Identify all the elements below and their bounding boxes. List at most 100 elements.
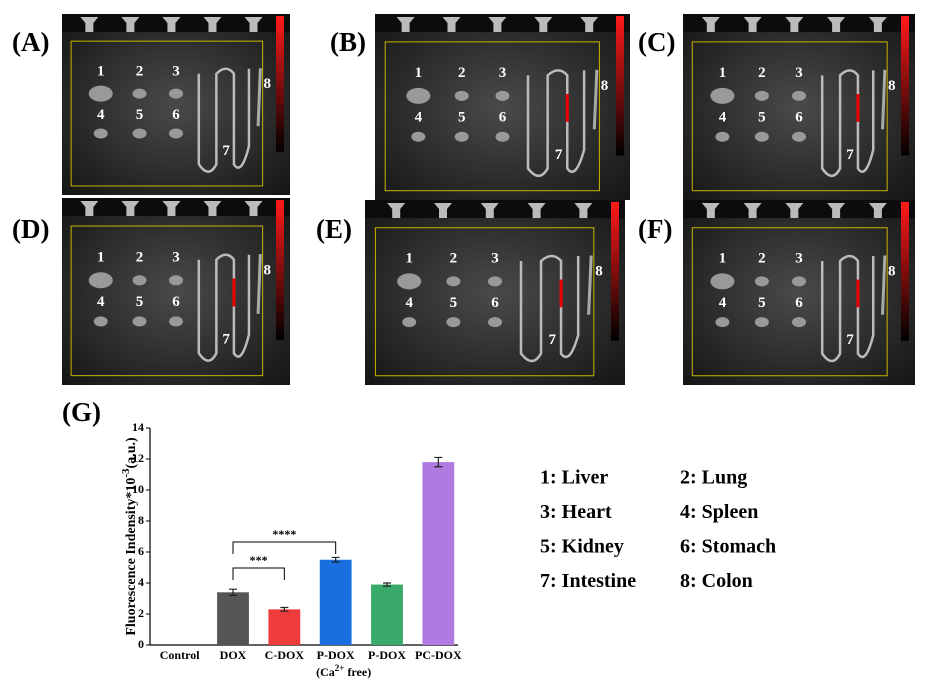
organ [792, 276, 806, 287]
organ [710, 87, 735, 104]
clip-icon [534, 17, 553, 32]
y-axis-label-part: Fluorescence Indensity*10 [124, 478, 139, 636]
clip-icon [162, 201, 181, 216]
organ [754, 90, 769, 101]
organ-number: 2 [450, 251, 458, 267]
panel-label: (E) [316, 214, 352, 244]
y-tick-label: 10 [132, 482, 144, 496]
organ [754, 276, 769, 287]
organ-number: 3 [499, 65, 507, 81]
clip-icon [434, 203, 452, 218]
organ [495, 90, 510, 101]
clip-icon [785, 17, 804, 32]
bar [319, 559, 352, 645]
organ [488, 317, 502, 328]
legend-item: 5: Kidney [540, 536, 624, 558]
clip-icon [868, 203, 887, 218]
color-scale [276, 200, 284, 341]
organ-number: 4 [415, 110, 423, 126]
roi-box [374, 227, 595, 377]
clip-icon [574, 203, 593, 218]
color-scale [901, 16, 909, 156]
intestine [820, 254, 875, 363]
clip-icon [701, 203, 720, 218]
clip-icon [480, 203, 499, 218]
clip-icon [121, 201, 140, 216]
organ-number: 8 [263, 76, 271, 92]
clip-icon [387, 203, 406, 218]
organ [710, 273, 735, 290]
clip-icon [743, 203, 762, 218]
clip-icon [244, 17, 263, 32]
y-axis-label-part: -3 [120, 468, 132, 478]
organ [169, 128, 183, 139]
y-tick-label: 14 [132, 420, 144, 434]
organ-number: 8 [888, 78, 896, 94]
clip-icon [442, 17, 461, 32]
legend-item: 8: Colon [680, 570, 753, 592]
error-bar [280, 606, 289, 612]
organ-number: 1 [97, 63, 105, 79]
clip-icon [162, 17, 181, 32]
legend-item: 2: Lung [680, 467, 747, 489]
organ-number: 8 [263, 262, 271, 278]
image-panel: 1 2 3 4 5 6 7 8 [62, 198, 290, 385]
organ-number: 4 [97, 294, 105, 310]
clip-strip [62, 198, 290, 216]
organ-number: 1 [719, 251, 727, 267]
organ [446, 276, 461, 287]
color-scale [616, 16, 624, 156]
clip-icon [396, 17, 415, 32]
color-scale [276, 16, 284, 152]
organ-number: 3 [795, 65, 803, 81]
organ [402, 317, 417, 328]
y-tick-label: 4 [138, 575, 144, 589]
roi-box [691, 41, 888, 192]
image-panel: 1 2 3 4 5 6 7 8 [62, 14, 290, 195]
organ-number: 4 [405, 295, 413, 311]
organ [792, 317, 806, 328]
image-panel: 1 2 3 4 5 6 7 8 [683, 14, 915, 200]
y-tick-label: 8 [138, 513, 144, 527]
x-tick-label: Control [160, 648, 200, 662]
significance-bracket [232, 567, 285, 580]
organ [88, 85, 113, 102]
x-tick-label: C-DOX [265, 648, 305, 662]
organ-number: 1 [415, 65, 423, 81]
organ-number: 8 [601, 78, 609, 94]
organ [406, 87, 431, 104]
significance-label: *** [250, 553, 268, 567]
organ [132, 275, 147, 286]
organ [169, 316, 183, 327]
clip-icon [203, 201, 222, 216]
organ [446, 317, 461, 328]
clip-icon [868, 17, 887, 32]
organ-number: 6 [795, 110, 803, 126]
error-bar [229, 588, 237, 596]
organ [792, 131, 806, 142]
organ-number: 4 [719, 295, 727, 311]
x-tick-label: DOX [220, 648, 247, 662]
panel-label: (B) [330, 27, 366, 57]
intestine [519, 254, 580, 363]
organ-number: 3 [491, 251, 499, 267]
organ [397, 273, 422, 290]
organ-number: 6 [499, 110, 507, 126]
organ-number: 2 [758, 65, 766, 81]
error-bar [383, 582, 391, 587]
image-background [375, 14, 630, 200]
panel-label: (F) [638, 214, 672, 244]
clip-icon [244, 201, 263, 216]
organ-number: 7 [846, 147, 854, 163]
y-tick-label: 12 [132, 451, 144, 465]
legend-item: 4: Spleen [680, 501, 758, 523]
bar [422, 462, 455, 645]
image-background [62, 14, 290, 195]
organ-number: 3 [172, 63, 180, 79]
image-background [683, 14, 915, 200]
colon [256, 68, 262, 127]
organ-number: 6 [172, 294, 180, 310]
clip-icon [488, 17, 507, 32]
clip-icon [80, 17, 99, 32]
organ [93, 316, 108, 327]
